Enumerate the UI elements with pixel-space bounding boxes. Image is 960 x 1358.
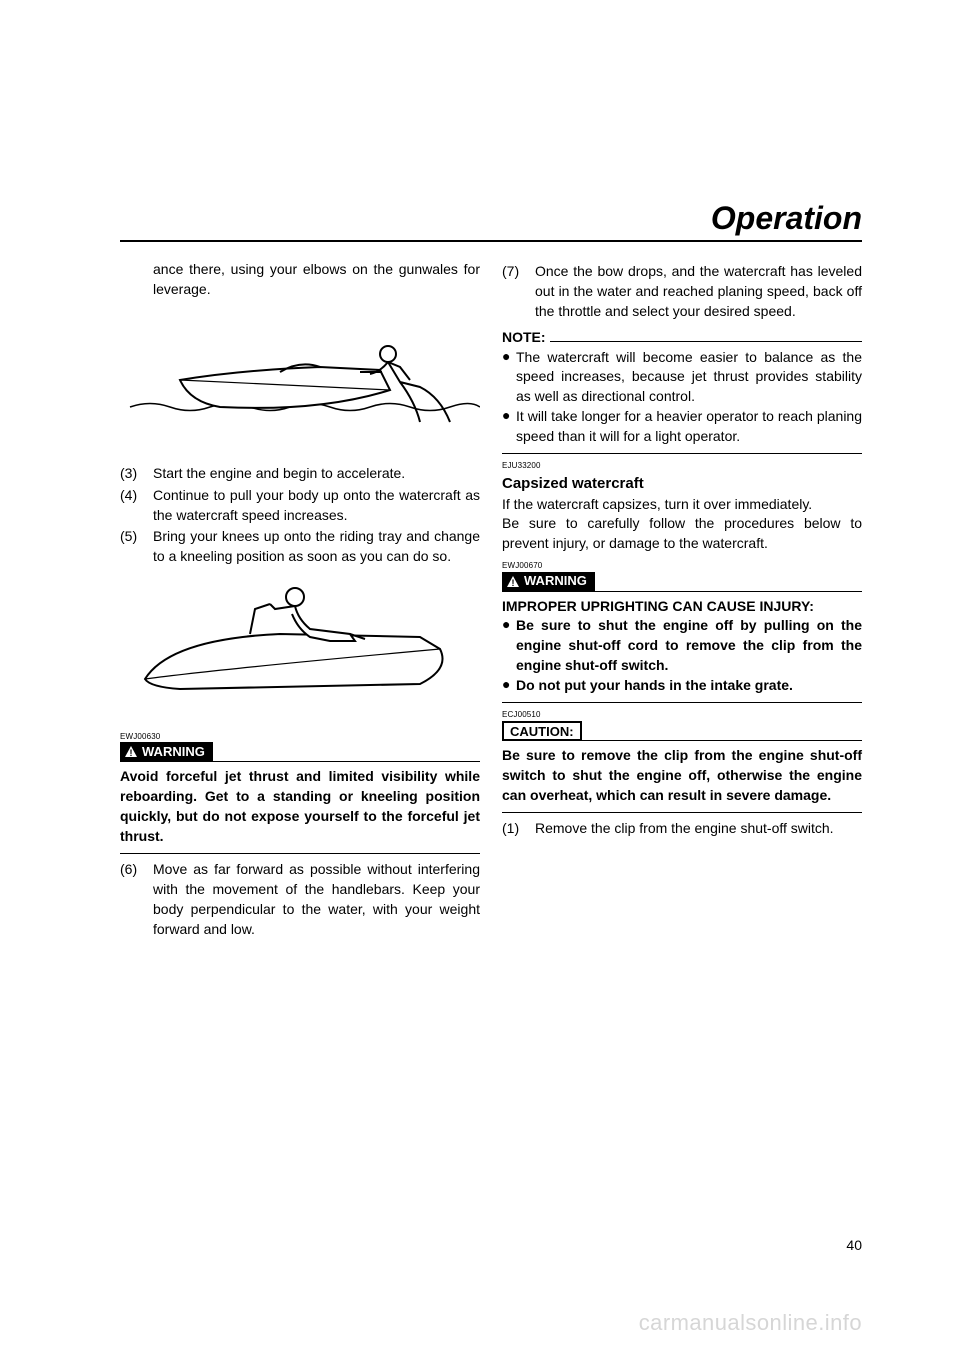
step-3: (3) Start the engine and begin to accele… [120,464,480,484]
warning-label-box: ! WARNING [120,742,213,762]
step-text: Once the bow drops, and the watercraft h… [535,262,862,322]
step-6: (6) Move as far forward as possible with… [120,860,480,940]
note-rule [550,341,862,342]
warning-rule [213,761,480,762]
note-bullet-2: ● It will take longer for a heavier oper… [502,407,862,447]
caution-code: ECJ00510 [502,709,862,720]
kneeling-figure [120,579,480,719]
divider [502,702,862,703]
bullet-text: The watercraft will become easier to bal… [516,348,862,408]
section-code: EJU33200 [502,460,862,471]
step-4: (4) Continue to pull your body up onto t… [120,486,480,526]
warning-bullet-2: ● Do not put your hands in the intake gr… [502,676,862,696]
caution-box-row: CAUTION: [502,720,862,742]
warning-heading: IMPROPER UPRIGHTING CAN CAUSE INJURY: [502,597,862,617]
step-5: (5) Bring your knees up onto the riding … [120,527,480,567]
caution-rule [582,740,862,741]
warning-label-text: WARNING [142,743,205,761]
note-bullet-1: ● The watercraft will become easier to b… [502,348,862,408]
svg-text:!: ! [512,578,515,588]
page-number: 40 [846,1237,862,1253]
right-column: (7) Once the bow drops, and the watercra… [502,260,862,939]
section-heading: Capsized watercraft [502,473,862,494]
section-paragraph: Be sure to carefully follow the procedur… [502,514,862,554]
step-text: Move as far forward as possible without … [153,860,480,940]
warning-code: EWJ00630 [120,731,480,742]
body-text: ance there, using your elbows on the gun… [153,260,480,300]
watermark: carmanualsonline.info [639,1310,862,1336]
page-title: Operation [711,200,862,237]
warning-body: Avoid forceful jet thrust and limited vi… [120,767,480,847]
caution-body: Be sure to remove the clip from the engi… [502,746,862,806]
step-number: (1) [502,819,535,839]
svg-text:!: ! [130,748,133,758]
step-number: (6) [120,860,153,940]
warning-box-row: ! WARNING [120,742,480,763]
content-columns: ance there, using your elbows on the gun… [120,260,862,939]
note-label: NOTE: [502,328,546,348]
warning-label-text: WARNING [524,572,587,590]
bullet-icon: ● [502,676,516,696]
step-number: (3) [120,464,153,484]
step-7: (7) Once the bow drops, and the watercra… [502,262,862,322]
divider [502,453,862,454]
section-paragraph: If the watercraft capsizes, turn it over… [502,495,862,515]
step-number: (5) [120,527,153,567]
step-number: (4) [120,486,153,526]
bullet-icon: ● [502,616,516,676]
left-column: ance there, using your elbows on the gun… [120,260,480,939]
divider [502,812,862,813]
bullet-text: It will take longer for a heavier operat… [516,407,862,447]
bullet-icon: ● [502,407,516,447]
caution-label-box: CAUTION: [502,721,582,741]
warning-box-row: ! WARNING [502,572,862,593]
page-container: Operation ance there, using your elbows … [0,0,960,1358]
figure-svg [120,312,480,452]
step-text: Start the engine and begin to accelerate… [153,464,480,484]
warning-rule [595,591,862,592]
step-text: Remove the clip from the engine shut-off… [535,819,862,839]
bullet-text: Be sure to shut the engine off by pullin… [516,616,862,676]
note-heading-row: NOTE: [502,328,862,348]
warning-code: EWJ00670 [502,560,862,571]
warning-triangle-icon: ! [506,575,520,589]
warning-label-box: ! WARNING [502,572,595,592]
step-number: (7) [502,262,535,322]
step-text: Bring your knees up onto the riding tray… [153,527,480,567]
warning-triangle-icon: ! [124,745,138,759]
step-1-right: (1) Remove the clip from the engine shut… [502,819,862,839]
figure-svg [120,579,480,719]
boarding-figure-1 [120,312,480,452]
step-text: Continue to pull your body up onto the w… [153,486,480,526]
divider [120,853,480,854]
bullet-icon: ● [502,348,516,408]
bullet-text: Do not put your hands in the intake grat… [516,676,862,696]
warning-bullet-1: ● Be sure to shut the engine off by pull… [502,616,862,676]
page-title-rule [120,240,862,242]
